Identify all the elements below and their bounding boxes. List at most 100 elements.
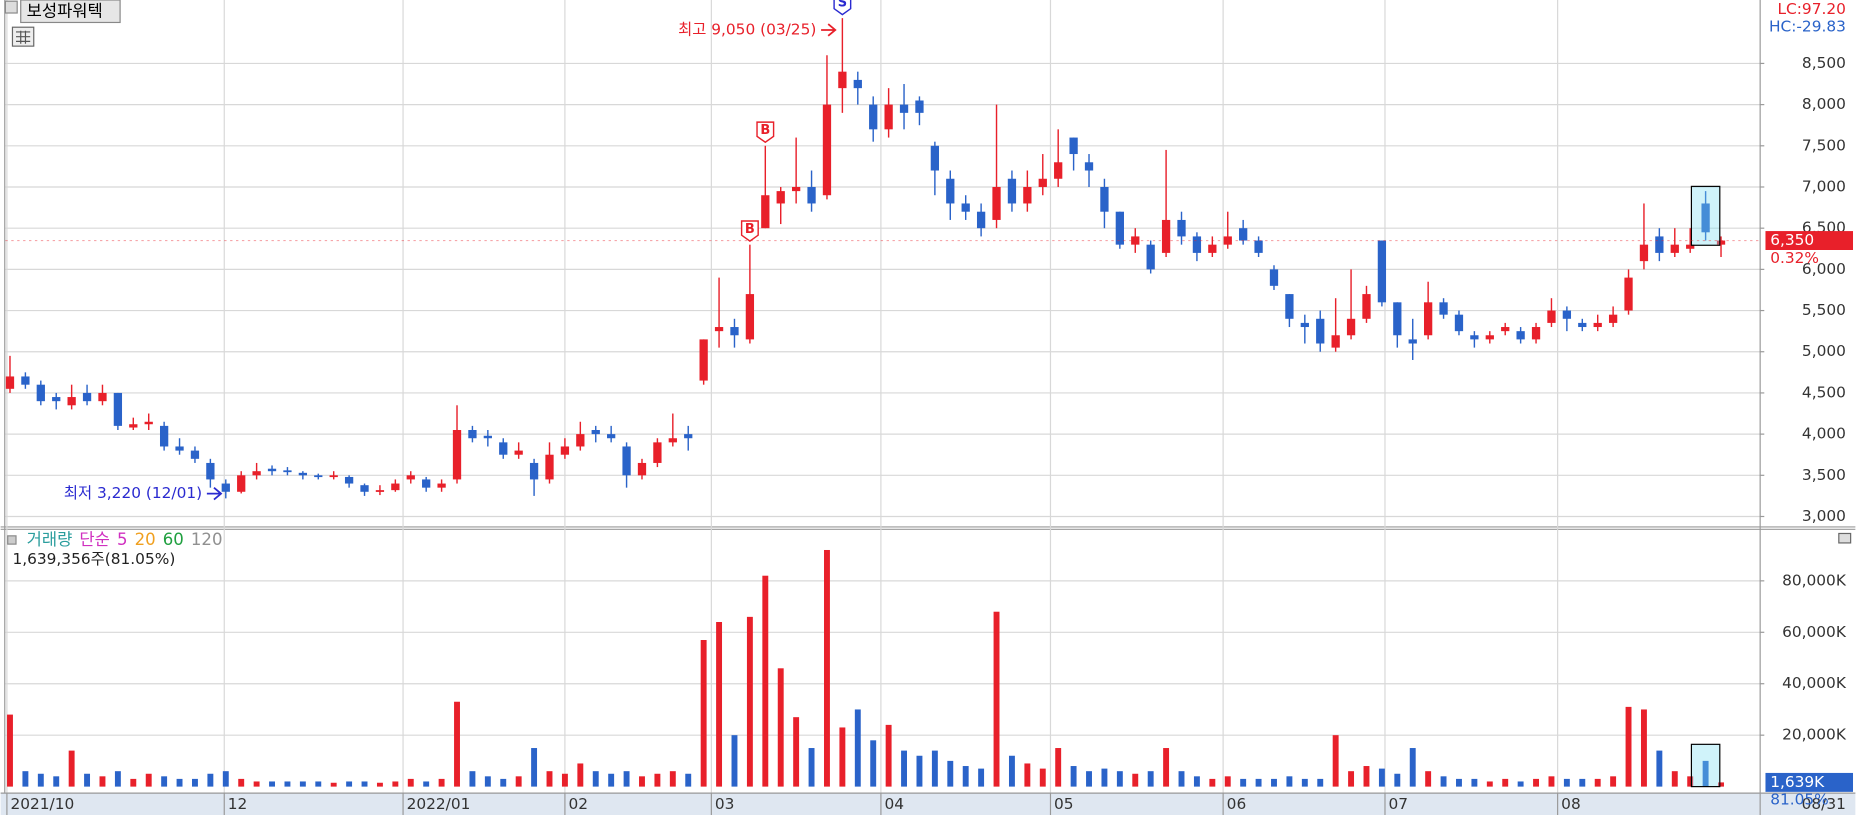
candle-body	[267, 468, 277, 472]
x-tick-label: 2022/01	[407, 795, 471, 813]
candle-body	[1516, 331, 1525, 340]
volume-bar	[407, 778, 414, 787]
volume-legend-item: 120	[191, 530, 223, 549]
volume-bar	[161, 776, 168, 787]
volume-bar	[346, 781, 353, 787]
candle-body	[144, 421, 153, 425]
volume-bar	[1456, 778, 1462, 787]
volume-bar	[1240, 778, 1247, 787]
volume-bar	[531, 748, 538, 787]
grid	[5, 0, 1760, 793]
candle-body	[637, 462, 647, 476]
title-box[interactable]	[20, 0, 121, 24]
candle-body	[992, 186, 1001, 220]
volume-bar	[299, 781, 306, 787]
candle-body	[1393, 302, 1402, 336]
candle-body	[452, 429, 462, 480]
volume-bar	[1286, 776, 1293, 787]
candle-body	[344, 476, 354, 484]
candle-body	[422, 479, 431, 488]
candle-body	[1655, 236, 1664, 253]
volume-bar	[37, 773, 44, 787]
y-tick-label: 40,000K	[1782, 674, 1847, 692]
candle-body	[1192, 236, 1202, 253]
volume-bar	[1224, 776, 1231, 787]
candle-body	[714, 327, 724, 332]
volume-info: 1,639,356주(81.05%)	[12, 550, 175, 568]
volume-bar	[1687, 776, 1694, 787]
volume-bar	[269, 781, 275, 787]
x-tick-label: 05	[1054, 795, 1074, 813]
volume-bar	[1702, 760, 1709, 787]
volume-legend-item: 단순	[79, 530, 109, 549]
volume-bar	[1409, 748, 1416, 787]
volume-bar	[22, 771, 29, 787]
candle-body	[221, 483, 230, 492]
volume-bar	[53, 776, 60, 787]
signal-marker	[740, 220, 759, 242]
volume-bar	[438, 778, 445, 787]
volume-bar	[623, 771, 630, 787]
volume-bar	[1656, 750, 1663, 787]
candle-body	[1501, 327, 1510, 332]
candle-body	[406, 475, 415, 480]
volume-bar	[130, 778, 137, 787]
volume-bar	[808, 748, 815, 787]
volume-bar	[238, 778, 245, 787]
candle-body	[529, 462, 539, 480]
volume-bar	[315, 781, 322, 787]
panel-icon[interactable]	[4, 0, 18, 14]
volume-bar	[253, 781, 260, 787]
candle-body	[1300, 322, 1309, 328]
volume-bar	[1255, 778, 1262, 787]
collapse-button[interactable]	[1838, 532, 1852, 544]
candle-body	[1285, 294, 1294, 319]
candle-body	[807, 186, 816, 204]
candle-body	[1100, 186, 1109, 212]
panel-icon[interactable]	[7, 535, 17, 545]
candle-body	[1331, 335, 1340, 348]
volume-bar	[577, 763, 584, 787]
volume-bar	[1363, 766, 1370, 787]
y-tick-label: 3,000	[1802, 507, 1846, 525]
candle-body	[1485, 335, 1494, 340]
candle-body	[1701, 203, 1710, 233]
volume-bar	[824, 549, 830, 787]
candle-body	[1578, 322, 1587, 328]
volume-bar	[176, 778, 183, 787]
y-tick-label: 8,500	[1802, 54, 1846, 72]
candle-body	[699, 339, 708, 381]
volume-bar	[746, 616, 753, 787]
candle-body	[1146, 244, 1155, 270]
volume-bar	[1332, 735, 1339, 787]
candle-body	[1624, 277, 1633, 311]
candle-body	[1608, 314, 1618, 323]
candle-body	[1470, 335, 1479, 340]
volume-bar	[330, 782, 337, 787]
y-tick-label: 5,000	[1802, 342, 1846, 360]
candle-body	[545, 454, 554, 480]
volume-bar	[1594, 778, 1601, 787]
candle-body	[1547, 310, 1556, 323]
candle-body	[36, 384, 45, 402]
candle-body	[745, 294, 755, 340]
candle-body	[206, 462, 215, 480]
y-tick-label: 8,000	[1802, 95, 1846, 113]
candle-body	[1223, 236, 1232, 245]
y-tick-label: 5,500	[1802, 301, 1846, 319]
volume-bar	[1301, 778, 1308, 787]
candle-body	[468, 429, 477, 439]
volume-bar	[7, 714, 13, 787]
volume-bar	[207, 773, 214, 787]
volume-bar	[639, 776, 645, 787]
volume-bar	[1718, 782, 1724, 787]
candle-body	[730, 327, 739, 336]
volume-legend-item: 5	[117, 530, 128, 549]
volume-bar	[1378, 768, 1385, 787]
volume-bar	[1548, 776, 1555, 787]
candle-body	[576, 434, 585, 447]
highlight-box	[1690, 185, 1721, 246]
candle-body	[1161, 219, 1171, 253]
